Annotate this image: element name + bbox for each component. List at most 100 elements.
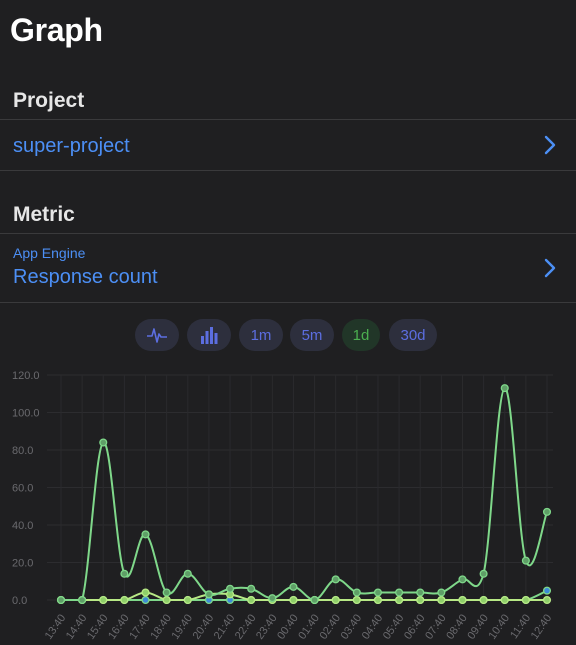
data-point xyxy=(437,595,446,605)
y-tick-label: 80.0 xyxy=(12,445,33,457)
range-30d-button[interactable]: 30d xyxy=(389,319,437,351)
y-axis-ticks: 0.0 20.0 40.0 60.0 80.0 100.0 120.0 xyxy=(12,370,40,607)
data-point xyxy=(162,588,171,597)
y-tick-label: 120.0 xyxy=(12,370,40,382)
data-point xyxy=(247,595,256,605)
y-tick-label: 0.0 xyxy=(12,595,27,607)
data-point xyxy=(458,595,467,605)
x-tick-label: 06:40 xyxy=(402,612,428,641)
data-point xyxy=(395,595,404,605)
x-tick-label: 15:40 xyxy=(85,612,111,641)
data-point xyxy=(352,595,361,605)
data-point xyxy=(373,595,383,605)
x-tick-label: 19:40 xyxy=(170,612,196,641)
data-point xyxy=(99,595,108,605)
bar-chart-toggle[interactable] xyxy=(187,319,231,351)
data-point xyxy=(289,582,298,591)
data-point xyxy=(120,595,129,605)
x-tick-label: 07:40 xyxy=(423,612,449,641)
series-line xyxy=(60,387,548,602)
divider xyxy=(0,170,576,171)
x-tick-label: 01:40 xyxy=(296,612,322,641)
data-point xyxy=(225,584,235,593)
x-tick-label: 18:40 xyxy=(148,612,174,641)
x-tick-label: 04:40 xyxy=(360,612,386,641)
x-tick-label: 20:40 xyxy=(191,612,217,641)
x-tick-label: 08:40 xyxy=(444,612,470,641)
data-point xyxy=(331,575,340,584)
data-point xyxy=(141,588,150,597)
range-5m-button[interactable]: 5m xyxy=(290,319,334,351)
x-tick-label: 22:40 xyxy=(233,612,259,641)
pulse-line-icon xyxy=(147,328,167,343)
data-point xyxy=(479,569,488,578)
data-point xyxy=(268,594,277,603)
x-tick-label: 05:40 xyxy=(381,612,407,641)
x-tick-label: 14:40 xyxy=(64,612,90,641)
project-section-header: Project xyxy=(13,89,85,112)
metric-category: App Engine xyxy=(13,245,86,261)
data-point xyxy=(521,595,530,605)
data-point xyxy=(416,588,425,597)
y-tick-label: 40.0 xyxy=(12,520,33,532)
x-tick-label: 12:40 xyxy=(529,612,555,641)
chevron-right-icon xyxy=(544,258,556,278)
data-point xyxy=(542,507,552,516)
chevron-right-icon xyxy=(544,135,556,155)
data-point xyxy=(437,588,446,597)
data-point xyxy=(542,595,552,605)
x-tick-label: 21:40 xyxy=(212,612,238,641)
x-tick-label: 11:40 xyxy=(508,612,533,641)
page-title: Graph xyxy=(10,12,103,48)
y-tick-label: 100.0 xyxy=(12,408,40,420)
y-tick-label: 20.0 xyxy=(12,558,33,570)
chart-grid xyxy=(47,374,553,601)
data-point xyxy=(78,595,87,605)
data-point xyxy=(373,588,383,597)
chart-series xyxy=(56,384,552,605)
x-tick-label: 02:40 xyxy=(317,612,343,641)
data-point xyxy=(542,586,552,595)
range-1d-button[interactable]: 1d xyxy=(342,319,380,351)
x-tick-label: 16:40 xyxy=(106,612,132,641)
data-point xyxy=(120,569,129,578)
x-tick-label: 23:40 xyxy=(254,612,280,641)
data-point xyxy=(395,588,404,597)
data-point xyxy=(289,595,298,605)
project-selector[interactable]: super-project xyxy=(0,120,576,170)
data-point xyxy=(352,588,361,597)
x-tick-label: 13:40 xyxy=(43,612,69,641)
range-1m-button[interactable]: 1m xyxy=(239,319,283,351)
data-point xyxy=(310,595,319,605)
metric-selector[interactable]: App Engine Response count xyxy=(0,234,576,302)
bar-chart-icon xyxy=(201,327,218,344)
metric-name: Response count xyxy=(13,266,158,288)
response-count-chart: 0.0 20.0 40.0 60.0 80.0 100.0 120.0 13:4014:40… xyxy=(12,370,555,642)
x-tick-label: 17:40 xyxy=(127,612,153,641)
x-tick-label: 00:40 xyxy=(275,612,301,641)
divider xyxy=(0,119,576,120)
divider xyxy=(0,233,576,234)
data-point xyxy=(331,595,340,605)
data-point xyxy=(521,556,530,565)
data-point xyxy=(416,595,425,605)
data-point xyxy=(500,595,509,605)
project-name: super-project xyxy=(13,135,130,157)
data-point xyxy=(458,575,467,584)
line-chart-toggle[interactable] xyxy=(135,319,179,351)
data-point xyxy=(162,595,171,605)
divider xyxy=(0,302,576,303)
data-point xyxy=(204,590,213,599)
data-point xyxy=(99,438,108,447)
x-axis-ticks: 13:4014:4015:4016:4017:4018:4019:4020:40… xyxy=(43,612,555,641)
data-point xyxy=(56,595,66,605)
data-point xyxy=(479,595,488,605)
data-point xyxy=(500,384,509,393)
x-tick-label: 10:40 xyxy=(486,612,512,641)
data-point xyxy=(141,595,150,605)
x-tick-label: 09:40 xyxy=(465,612,491,641)
y-tick-label: 60.0 xyxy=(12,483,33,495)
metric-section-header: Metric xyxy=(13,203,75,226)
data-point xyxy=(183,595,192,605)
data-point xyxy=(247,584,256,593)
